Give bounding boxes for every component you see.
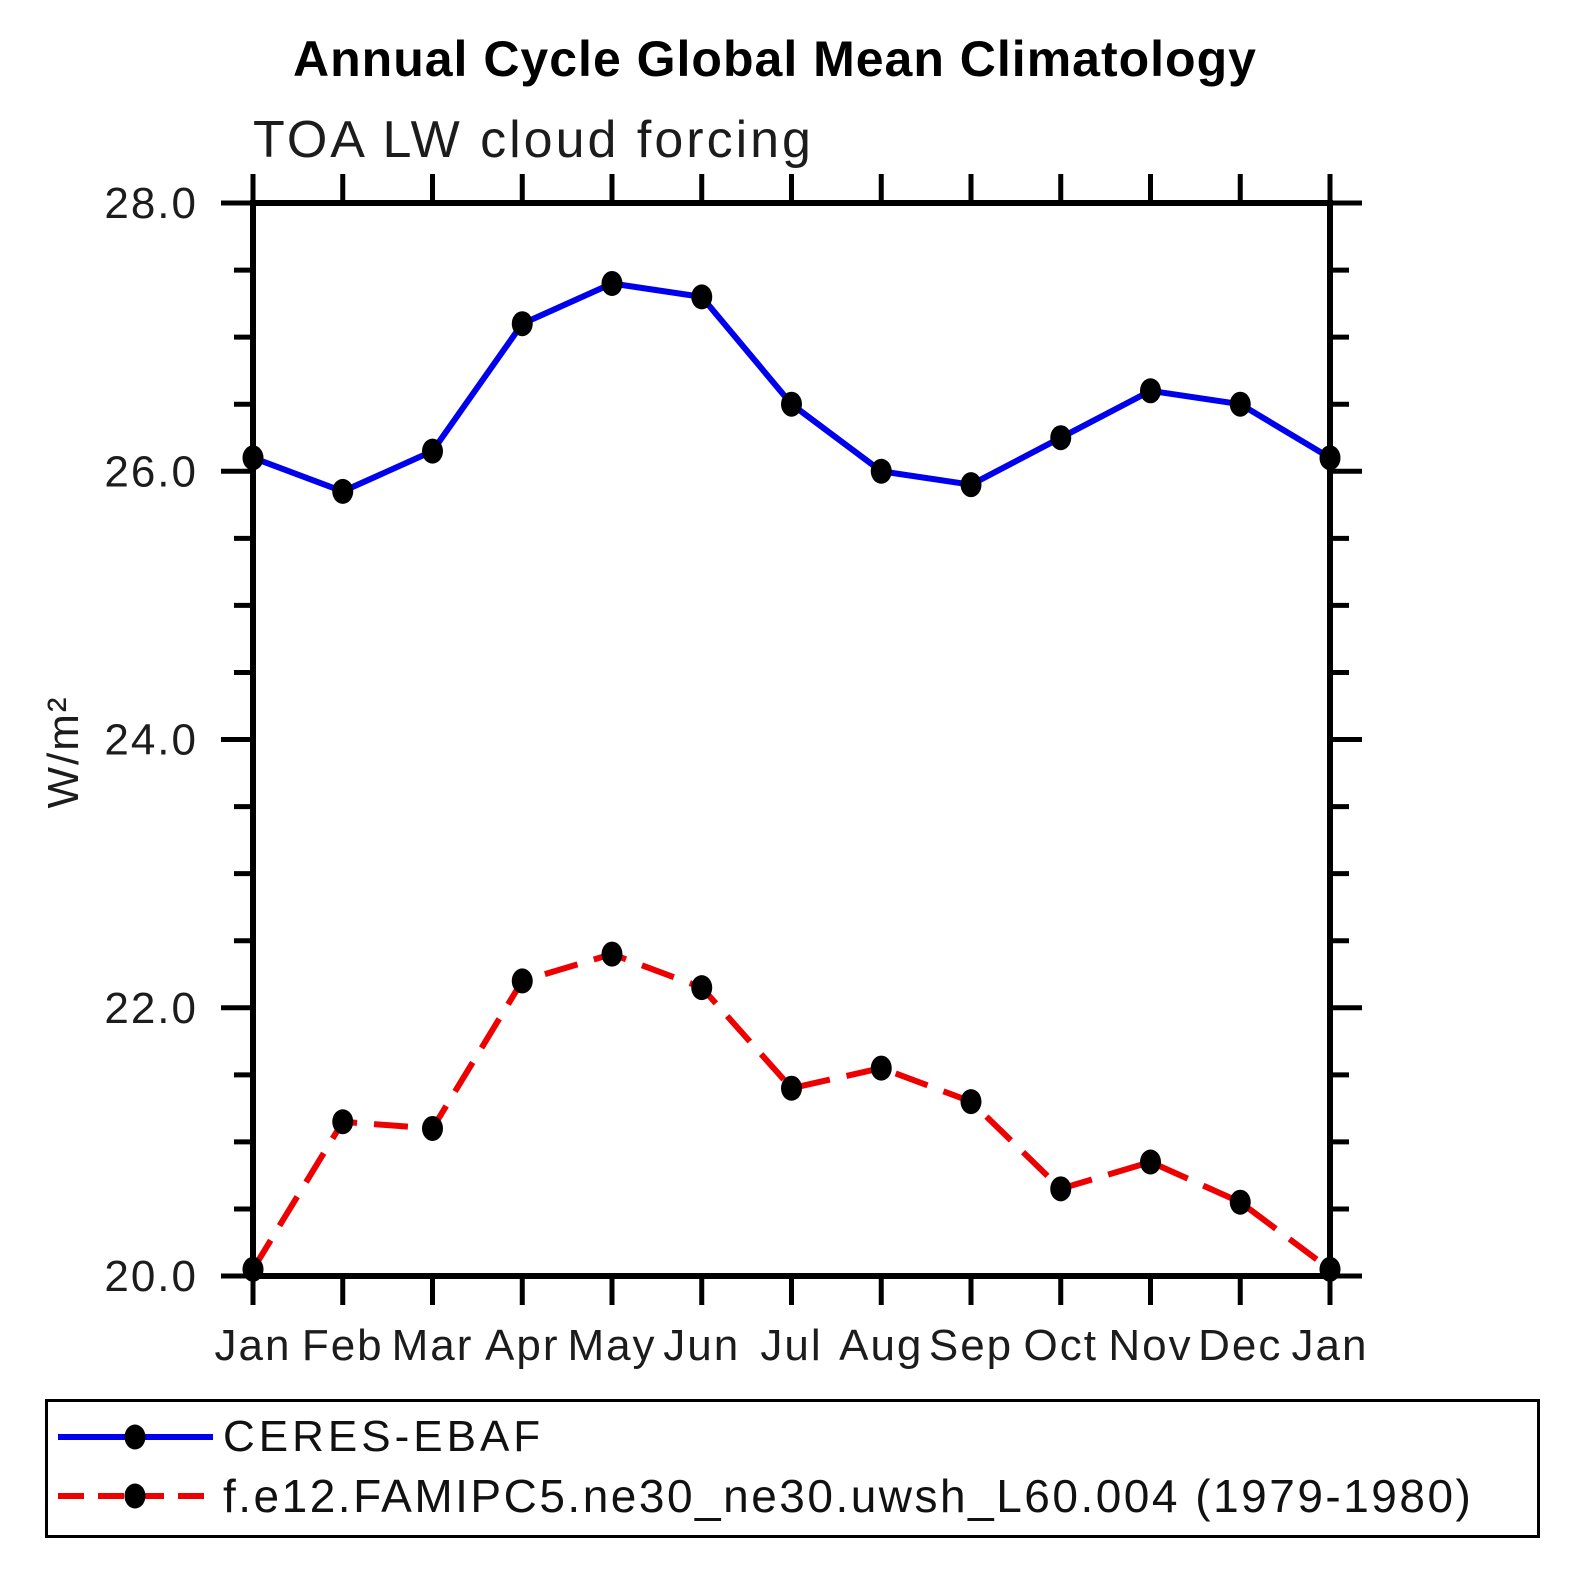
data-point-marker	[870, 1055, 892, 1081]
month-label: Jun	[663, 1321, 740, 1370]
data-point-marker	[601, 270, 623, 296]
data-point-marker	[1140, 378, 1161, 404]
series-line-1	[250, 951, 1332, 1272]
y-axis-tick-label: 26.0	[104, 447, 198, 496]
month-label: Aug	[839, 1321, 923, 1370]
y-axis-tick-labels: 20.0 22.0 24.0 26.0 28.0	[104, 179, 198, 1301]
axis-ticks	[221, 174, 1362, 1305]
data-point-marker	[781, 1075, 802, 1101]
data-point-marker	[960, 1089, 982, 1115]
legend-label-model: f.e12.FAMIPC5.ne30_ne30.uwsh_L60.004 (19…	[223, 1470, 1474, 1523]
data-point-marker	[870, 458, 892, 484]
legend-line-sample-dashed	[58, 1483, 213, 1509]
data-point-marker	[1229, 1189, 1251, 1215]
month-label: May	[567, 1321, 656, 1370]
legend-marker-dot	[124, 1424, 146, 1450]
month-label: Jan	[1292, 1321, 1369, 1370]
data-point-marker	[1319, 445, 1341, 471]
month-label: Apr	[485, 1321, 559, 1370]
data-point-marker	[422, 438, 443, 464]
chart-subtitle: TOA LW cloud forcing	[253, 111, 814, 169]
x-axis-tick-labels: Jan Feb Mar Apr May Jun Jul Aug Sep Oct Nov Dec Jan	[215, 1321, 1369, 1370]
plot-border	[250, 200, 1333, 1279]
y-axis-tick-label: 22.0	[104, 984, 198, 1033]
y-axis-tick-label: 24.0	[104, 716, 198, 765]
data-point-marker	[1229, 391, 1251, 417]
data-point-marker	[422, 1115, 443, 1141]
data-point-marker	[242, 1256, 264, 1282]
series-line-0	[251, 280, 1332, 495]
month-label: Mar	[392, 1321, 474, 1370]
data-point-marker	[511, 311, 533, 337]
data-point-markers	[242, 270, 1341, 1282]
legend: CERES-EBAF f.e12.FAMIPC5.ne30_ne30.uwsh_…	[45, 1399, 1540, 1538]
data-point-marker	[601, 941, 623, 967]
legend-item-observation: CERES-EBAF	[48, 1412, 1537, 1462]
chart-title: Annual Cycle Global Mean Climatology	[293, 31, 1257, 87]
legend-label-observation: CERES-EBAF	[223, 1411, 545, 1461]
y-axis-tick-label: 28.0	[104, 179, 198, 228]
month-label: Feb	[302, 1321, 384, 1370]
data-point-marker	[691, 975, 713, 1001]
legend-marker-dot	[124, 1483, 146, 1509]
month-label: Jan	[215, 1321, 292, 1370]
data-point-marker	[242, 445, 264, 471]
month-label: Dec	[1198, 1321, 1282, 1370]
y-axis-tick-label: 20.0	[104, 1252, 198, 1301]
data-point-marker	[781, 391, 802, 417]
month-label: Jul	[760, 1321, 822, 1370]
data-point-marker	[511, 968, 533, 994]
data-point-marker	[691, 284, 713, 310]
series-lines	[250, 280, 1332, 1272]
legend-line-sample-solid	[58, 1424, 213, 1450]
legend-item-model: f.e12.FAMIPC5.ne30_ne30.uwsh_L60.004 (19…	[48, 1469, 1537, 1523]
data-point-marker	[1050, 1176, 1072, 1202]
month-label: Nov	[1108, 1321, 1192, 1370]
month-label: Sep	[929, 1321, 1013, 1370]
month-label: Oct	[1024, 1321, 1098, 1370]
data-point-marker	[1050, 425, 1072, 451]
data-point-marker	[1319, 1256, 1341, 1282]
data-point-marker	[960, 472, 982, 498]
data-point-marker	[1140, 1149, 1161, 1175]
data-point-marker	[332, 478, 354, 504]
data-point-marker	[332, 1109, 354, 1135]
